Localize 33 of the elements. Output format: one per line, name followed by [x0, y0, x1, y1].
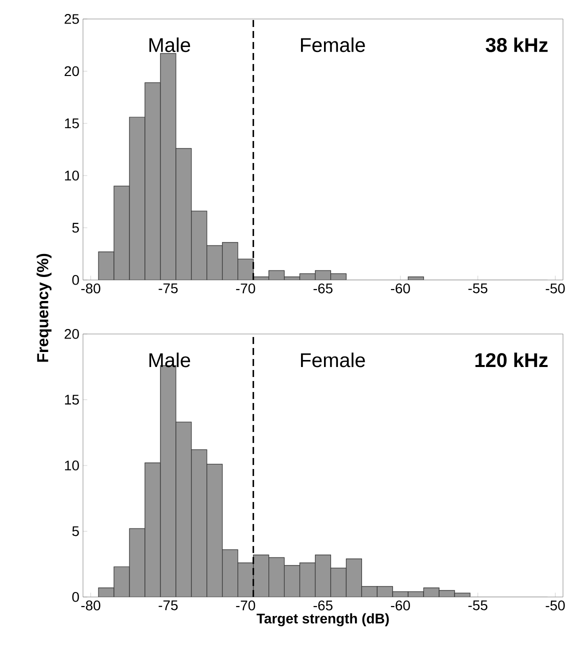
annotation: Male: [149, 352, 190, 368]
x-tick-label: -75: [158, 284, 178, 294]
y-tick-label: 5: [72, 222, 79, 233]
x-tick-label: -65: [314, 284, 332, 294]
x-tick-label: -55: [468, 284, 488, 294]
x-axis-title: Target strength (dB): [256, 613, 389, 626]
x-tick-label: -70: [236, 284, 256, 294]
annotation: Male: [149, 37, 190, 52]
x-tick-label: -80: [81, 284, 100, 294]
annotation: 120 kHz: [475, 352, 548, 368]
y-tick-label: 15: [65, 394, 79, 405]
y-tick-label: 0: [72, 275, 79, 285]
x-tick-label: -50: [546, 600, 565, 610]
y-tick-label: 10: [65, 170, 79, 181]
y-tick-label: 5: [72, 526, 79, 536]
x-tick-label: -50: [546, 284, 565, 294]
y-tick-label: 15: [65, 118, 79, 128]
x-tick-label: -80: [81, 600, 100, 610]
x-tick-label: -60: [390, 600, 410, 610]
y-tick-label: 20: [64, 329, 79, 339]
y-tick-label: 10: [65, 460, 79, 470]
x-tick-label: -70: [236, 600, 256, 610]
y-axis-title: Frequency (%): [36, 254, 52, 362]
annotation: 38 kHz: [486, 37, 548, 52]
x-tick-label: -65: [314, 600, 332, 610]
x-tick-label: -55: [468, 600, 488, 610]
annotation: Female: [301, 352, 365, 368]
y-tick-label: 20: [64, 66, 79, 76]
y-tick-label: 25: [64, 14, 79, 24]
x-tick-label: -75: [158, 600, 178, 610]
x-tick-label: -60: [390, 284, 410, 294]
annotation: Female: [301, 37, 365, 52]
y-tick-label: 0: [72, 592, 79, 602]
